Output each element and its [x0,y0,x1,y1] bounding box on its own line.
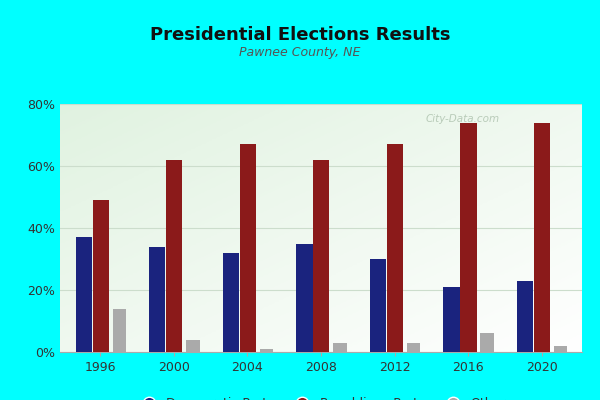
Bar [534,122,550,352]
Bar [76,237,92,352]
Bar [240,144,256,352]
Bar [387,144,403,352]
Bar [554,346,568,352]
Text: Pawnee County, NE: Pawnee County, NE [239,46,361,59]
Bar [296,244,313,352]
Text: Presidential Elections Results: Presidential Elections Results [150,26,450,44]
Bar [480,334,494,352]
Bar [333,343,347,352]
Bar [186,340,200,352]
Bar [260,349,274,352]
Legend: Democratic Party, Republican Party, Other: Democratic Party, Republican Party, Othe… [131,392,511,400]
Bar [370,259,386,352]
Bar [223,253,239,352]
Bar [113,309,127,352]
Bar [166,160,182,352]
Bar [460,122,476,352]
Bar [313,160,329,352]
Bar [443,287,460,352]
Bar [407,343,421,352]
Bar [93,200,109,352]
Bar [517,281,533,352]
Text: City-Data.com: City-Data.com [425,114,500,124]
Bar [149,246,166,352]
